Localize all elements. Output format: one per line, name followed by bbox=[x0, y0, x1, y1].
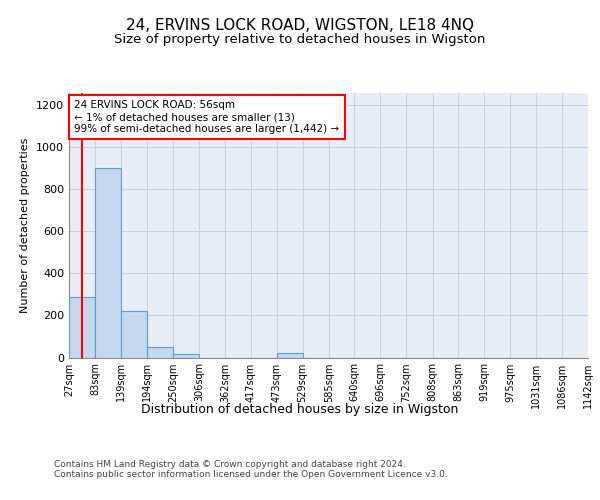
Text: 24, ERVINS LOCK ROAD, WIGSTON, LE18 4NQ: 24, ERVINS LOCK ROAD, WIGSTON, LE18 4NQ bbox=[126, 18, 474, 32]
Bar bbox=[121, 311, 147, 358]
Text: Distribution of detached houses by size in Wigston: Distribution of detached houses by size … bbox=[142, 402, 458, 415]
Bar bbox=[69, 296, 95, 358]
Text: Size of property relative to detached houses in Wigston: Size of property relative to detached ho… bbox=[115, 32, 485, 46]
Y-axis label: Number of detached properties: Number of detached properties bbox=[20, 138, 31, 312]
Bar bbox=[173, 354, 199, 358]
Bar bbox=[95, 168, 121, 358]
Bar bbox=[147, 347, 173, 358]
Text: Contains HM Land Registry data © Crown copyright and database right 2024.
Contai: Contains HM Land Registry data © Crown c… bbox=[54, 460, 448, 479]
Text: 24 ERVINS LOCK ROAD: 56sqm
← 1% of detached houses are smaller (13)
99% of semi-: 24 ERVINS LOCK ROAD: 56sqm ← 1% of detac… bbox=[74, 100, 340, 134]
Bar bbox=[277, 354, 302, 358]
